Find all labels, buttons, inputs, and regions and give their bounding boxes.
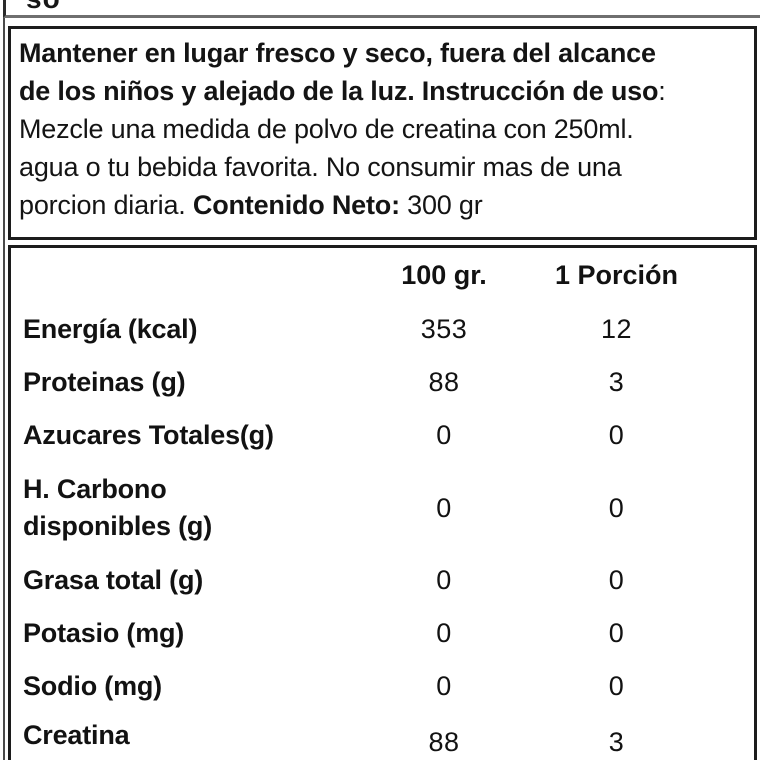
row-per-100g: 0 [436,618,452,648]
label-outer-left-border [3,0,5,760]
row-per-100g: 353 [420,314,468,344]
row-label: Sodio (mg) [23,671,162,701]
table-row: H. Carbono disponibles (g) 0 0 [11,462,754,554]
row-label: Azucares Totales(g) [23,420,274,450]
table-row: Proteinas (g) 88 3 [11,356,754,409]
row-per-100g: 0 [436,671,452,701]
row-label: Proteinas (g) [23,367,186,397]
nutrition-rows-container: Energía (kcal) 353 12 Proteinas (g) 88 3… [11,303,754,760]
row-label: Creatina Monohidratada (g) [23,720,255,760]
row-per-portion: 0 [608,618,625,648]
cropped-top-box: so [3,0,760,18]
instruction-segment: : Mezcle una medida de polvo de creatina… [19,76,666,220]
cropped-text-fragment: so [26,0,61,13]
table-row: Creatina Monohidratada (g) 88 3 [11,713,754,760]
row-per-portion: 0 [608,492,625,523]
nutrition-table: 100 gr. 1 Porción Energía (kcal) 353 12 … [8,245,757,760]
row-per-portion: 0 [608,420,625,450]
table-row: Energía (kcal) 353 12 [11,303,754,356]
instruction-segment: Mantener en lugar fresco y seco, fuera d… [19,38,659,106]
row-per-100g: 88 [428,727,460,757]
instruction-segment: 300 gr [399,190,483,220]
table-row: Sodio (mg) 0 0 [11,660,754,713]
row-per-100g: 0 [436,420,452,450]
row-label: Potasio (mg) [23,618,185,648]
row-per-portion: 3 [608,727,625,757]
table-row: Grasa total (g) 0 0 [11,554,754,607]
row-label: H. Carbono disponibles (g) [23,474,212,541]
column-header-100g: 100 gr. [401,260,487,290]
storage-instructions-box: Mantener en lugar fresco y seco, fuera d… [8,26,757,240]
instruction-segment: Contenido Neto: [192,190,400,220]
column-header-portion: 1 Porción [554,260,679,290]
row-per-100g: 0 [436,565,452,595]
storage-instructions-text: Mantener en lugar fresco y seco, fuera d… [19,34,748,224]
nutrition-table-header-row: 100 gr. 1 Porción [11,248,754,303]
row-per-portion: 0 [608,671,625,701]
row-per-100g: 0 [436,492,452,523]
row-per-portion: 12 [600,314,633,344]
row-per-portion: 3 [608,367,625,397]
row-label: Grasa total (g) [23,565,204,595]
table-row: Azucares Totales(g) 0 0 [11,409,754,462]
table-row: Potasio (mg) 0 0 [11,607,754,660]
row-label: Energía (kcal) [23,314,198,344]
row-per-100g: 88 [428,367,460,397]
row-per-portion: 0 [608,565,625,595]
